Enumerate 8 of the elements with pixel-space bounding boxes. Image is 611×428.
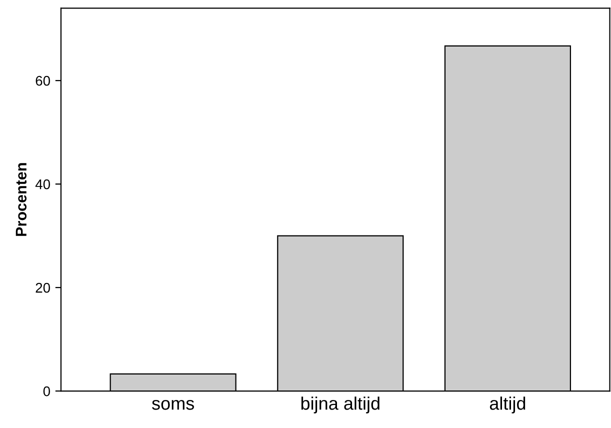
- x-tick-label: soms: [152, 400, 194, 410]
- x-tick-label: bijna altijd: [301, 396, 380, 414]
- y-axis-title: Procenten: [16, 163, 27, 236]
- y-tick-label: 60: [36, 76, 50, 86]
- y-tick-label: 0: [43, 386, 50, 396]
- y-tick-label: 40: [35, 179, 50, 190]
- y-tick-label: 20: [36, 282, 50, 293]
- x-tick-label: altijd: [490, 396, 526, 414]
